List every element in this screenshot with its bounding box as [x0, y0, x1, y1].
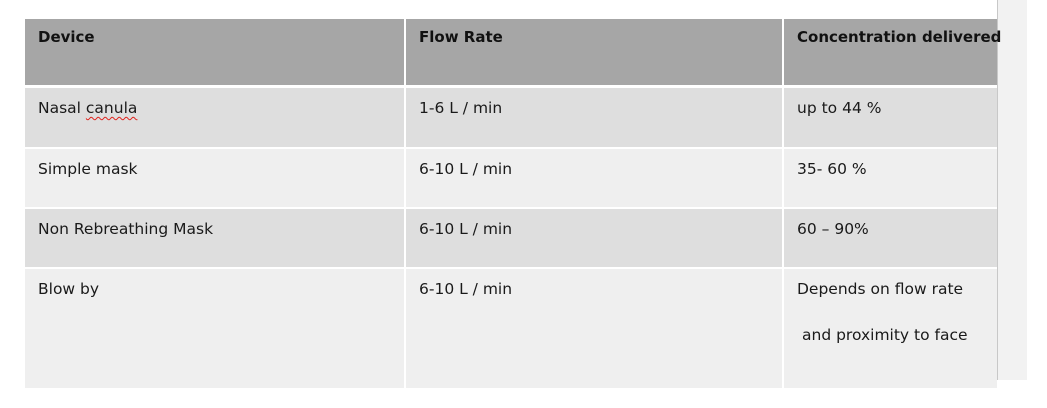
device-text: Nasal	[38, 99, 86, 117]
cell-concentration: up to 44 %	[783, 86, 997, 149]
concentration-line-2: and proximity to face	[802, 326, 968, 344]
cell-device: Simple mask	[25, 148, 406, 209]
cell-flow-rate: 6-10 L / min	[405, 148, 784, 209]
table-row: Non Rebreathing Mask 6-10 L / min 60 – 9…	[25, 208, 997, 269]
cell-device: Nasal canula	[25, 86, 406, 149]
header-flow-rate: Flow Rate	[405, 19, 784, 88]
table-row: Simple mask 6-10 L / min 35- 60 %	[25, 148, 997, 209]
cell-flow-rate: 6-10 L / min	[405, 208, 784, 269]
oxygen-delivery-table: Device Flow Rate Concentration delivered…	[25, 19, 1001, 388]
header-concentration: Concentration delivered	[783, 19, 1001, 88]
cell-concentration: 35- 60 %	[783, 148, 997, 209]
cell-flow-rate: 1-6 L / min	[405, 86, 784, 149]
spellcheck-flagged-word[interactable]: canula	[85, 99, 138, 117]
page-margin-strip	[997, 0, 1027, 380]
table-row: Blow by 6-10 L / min Depends on flow rat…	[25, 268, 997, 388]
concentration-line-1: Depends on flow rate	[797, 280, 964, 298]
cell-concentration: 60 – 90%	[783, 208, 997, 269]
header-device: Device	[25, 19, 406, 88]
table-row: Nasal canula 1-6 L / min up to 44 %	[25, 86, 997, 149]
cell-flow-rate: 6-10 L / min	[405, 268, 784, 388]
cell-device: Non Rebreathing Mask	[25, 208, 406, 269]
cell-device: Blow by	[25, 268, 406, 388]
table-header-row: Device Flow Rate Concentration delivered	[25, 19, 1001, 88]
cell-concentration: Depends on flow rate and proximity to fac…	[783, 268, 997, 388]
